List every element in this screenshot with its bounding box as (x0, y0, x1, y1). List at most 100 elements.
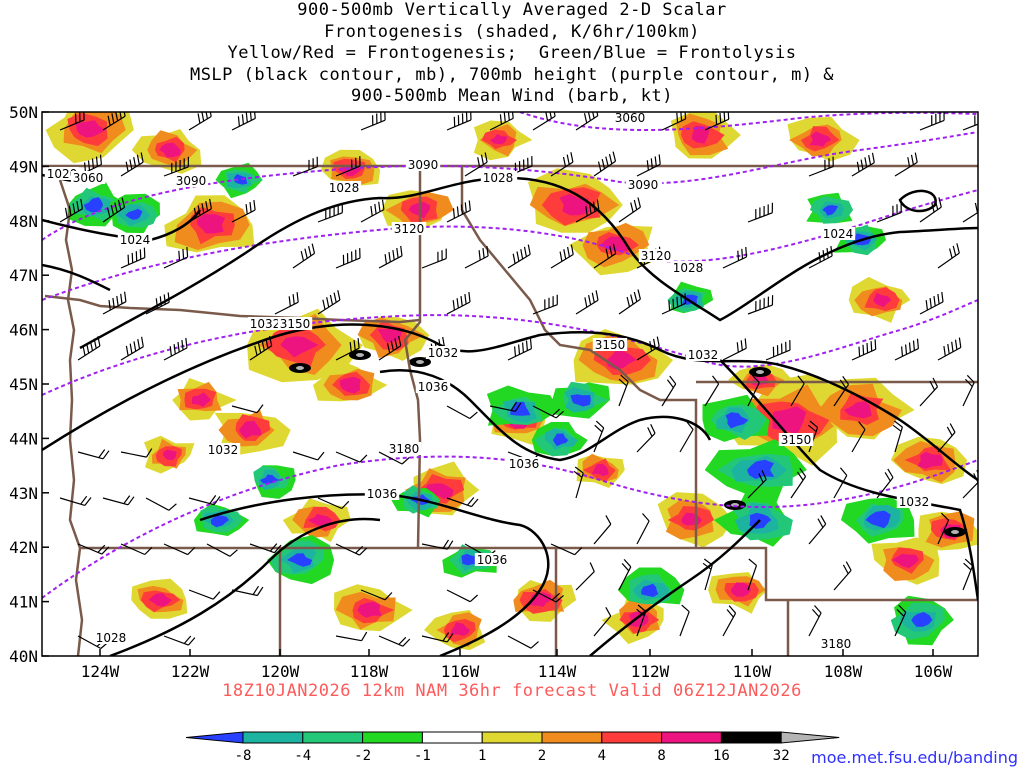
lat-label: 45N (9, 375, 38, 394)
height-contour-3150 (42, 299, 978, 396)
wind-barb (981, 606, 994, 636)
svg-text:1036: 1036 (509, 457, 540, 471)
mslp-label: 1036 (506, 457, 542, 471)
lat-label: 43N (9, 484, 38, 503)
height-label: 3150 (592, 338, 628, 352)
wind-barb (507, 244, 531, 269)
shade-patch (822, 205, 839, 216)
wind-barb (59, 112, 85, 131)
height-label: 3090 (625, 178, 661, 192)
lon-label: 120W (261, 662, 300, 680)
svg-text:1028: 1028 (483, 171, 514, 185)
wind-barb (231, 112, 256, 131)
wind-barb (446, 200, 471, 223)
mslp-label: 1024 (820, 227, 856, 241)
wind-barb (636, 513, 650, 545)
wind-barb (102, 291, 127, 315)
wind-barb (317, 202, 343, 223)
wind-barb (360, 589, 393, 601)
colorbar-label: 4 (598, 748, 606, 764)
credit-url[interactable]: moe.met.fsu.edu/banding (811, 748, 1018, 767)
wind-barb (532, 405, 564, 419)
svg-text:1020: 1020 (47, 167, 78, 181)
wind-barb (790, 467, 807, 499)
wind-barb (593, 515, 612, 545)
height-contour-3090 (42, 131, 978, 241)
wind-barb (378, 451, 410, 465)
lat-label: 40N (9, 647, 38, 666)
colorbar-box (541, 731, 603, 744)
colorbar-label: 16 (713, 748, 730, 764)
colorbar-box (601, 731, 663, 744)
shade-patch (197, 214, 226, 234)
shade-extreme-core (356, 353, 364, 357)
wind-barb (679, 421, 694, 453)
wind-barb (292, 243, 316, 269)
shade-patch (148, 593, 172, 607)
wind-barb (636, 423, 656, 453)
wind-barb (808, 156, 834, 177)
wind-barb (77, 336, 101, 361)
shade-patch (725, 412, 749, 429)
shade-patch (287, 553, 313, 567)
wind-barb (747, 558, 758, 591)
wind-barb (446, 497, 479, 508)
wind-barb (894, 152, 918, 177)
wind-barb (163, 543, 196, 556)
shade-extreme-core (951, 530, 959, 534)
wind-barb (962, 115, 978, 131)
wind-barb (636, 604, 647, 637)
wind-barb (981, 515, 998, 544)
svg-text:1024: 1024 (120, 233, 151, 247)
wind-barb (894, 338, 919, 361)
wind-barb (489, 112, 514, 131)
shade-patch (234, 174, 248, 185)
wind-barb (360, 199, 385, 223)
wind-barb (317, 497, 350, 510)
wind-barb (421, 248, 447, 269)
wind-barb (937, 512, 950, 545)
wind-barb (722, 338, 747, 361)
wind-barb (661, 375, 677, 407)
wind-barb (550, 543, 583, 556)
wind-barb (231, 200, 256, 223)
svg-text:3120: 3120 (394, 222, 425, 236)
colorbar-label: -1 (414, 748, 431, 764)
mslp-label: 1024 (117, 233, 153, 247)
wind-barb (962, 202, 978, 223)
svg-text:1032: 1032 (688, 348, 719, 362)
wind-barb (188, 112, 212, 131)
lat-label: 49N (9, 157, 38, 176)
wind-barb (618, 558, 632, 591)
shade-patch (552, 433, 569, 447)
wind-barb (876, 202, 902, 223)
wind-barb (851, 339, 877, 361)
wind-barb (249, 543, 282, 554)
wind-barb (981, 245, 1004, 268)
shade-patch (357, 601, 382, 618)
svg-text:3180: 3180 (389, 442, 420, 456)
mslp-label: 1028 (93, 631, 129, 645)
lon-label: 124W (81, 662, 120, 680)
mslp-labels: 1020 1028 1024 1028 1028 1032 1036 1032 1036 1032… (44, 167, 932, 645)
latitude-axis: 50N 49N 48N 47N 46N 45N 44N 43N 42N 41N 40N (9, 103, 49, 666)
colorbar-labels: -8 -4 -2 -1 1 2 4 8 16 32 (235, 748, 790, 764)
wind-barb (919, 291, 944, 315)
wind-barb (102, 495, 135, 506)
svg-text:1028: 1028 (673, 261, 704, 275)
wind-barb (421, 539, 454, 550)
wind-barb (102, 197, 126, 223)
wind-barb (335, 543, 368, 556)
title-line-1: 900-500mb Vertically Averaged 2-D Scalar (297, 0, 727, 20)
wind-barb (851, 152, 875, 177)
svg-text:1032: 1032 (428, 346, 459, 360)
colorbar-label: -4 (294, 748, 311, 764)
shade-patch (461, 553, 479, 566)
wind-barb (808, 420, 819, 453)
wind-barb (808, 246, 833, 269)
wind-barb (360, 112, 386, 131)
wind-barb (661, 293, 687, 315)
height-contour-3060 (519, 112, 978, 132)
wind-barb (335, 631, 368, 642)
title-line-3: Yellow/Red = Frontogenesis; Green/Blue =… (227, 43, 797, 63)
